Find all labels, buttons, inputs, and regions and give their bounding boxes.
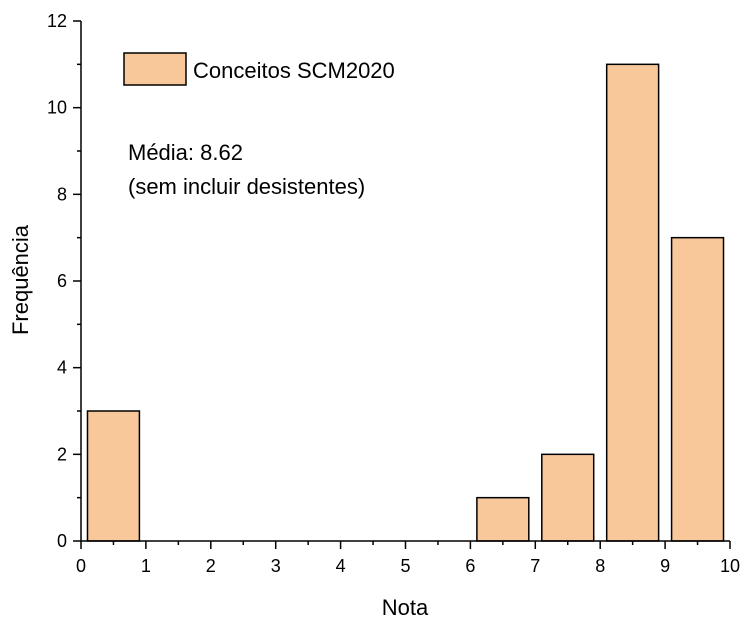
y-ticks-group: 0 2 4 6 8 10 12 bbox=[47, 11, 81, 551]
bar-6-7 bbox=[476, 496, 530, 542]
x-axis-label: Nota bbox=[382, 595, 429, 620]
bar-7-8 bbox=[541, 453, 595, 542]
legend: Conceitos SCM2020 bbox=[123, 52, 395, 86]
y-tick-label: 6 bbox=[57, 271, 67, 291]
y-axis-label: Frequência bbox=[8, 224, 33, 335]
legend-label: Conceitos SCM2020 bbox=[193, 58, 395, 83]
legend-swatch bbox=[123, 52, 187, 86]
y-tick-label: 0 bbox=[57, 531, 67, 551]
x-tick-label: 4 bbox=[336, 556, 346, 576]
bar-9-10 bbox=[670, 236, 725, 542]
y-tick-label: 4 bbox=[57, 358, 67, 378]
x-tick-label: 7 bbox=[530, 556, 540, 576]
x-tick-label: 5 bbox=[400, 556, 410, 576]
x-tick-label: 9 bbox=[660, 556, 670, 576]
x-tick-label: 10 bbox=[720, 556, 740, 576]
bar-0-1 bbox=[86, 410, 141, 542]
y-tick-label: 8 bbox=[57, 184, 67, 204]
bar-8-9 bbox=[605, 63, 660, 542]
annotation-mean: Média: 8.62 bbox=[128, 140, 243, 165]
x-tick-label: 3 bbox=[271, 556, 281, 576]
y-tick-label: 10 bbox=[47, 98, 67, 118]
x-tick-label: 6 bbox=[465, 556, 475, 576]
x-tick-label: 1 bbox=[141, 556, 151, 576]
x-tick-label: 8 bbox=[595, 556, 605, 576]
x-tick-label: 2 bbox=[206, 556, 216, 576]
x-ticks-group: 0 1 2 3 4 5 6 7 8 9 10 bbox=[76, 541, 740, 576]
y-tick-label: 12 bbox=[47, 11, 67, 31]
bars-group bbox=[86, 63, 725, 542]
y-tick-label: 2 bbox=[57, 444, 67, 464]
x-tick-label: 0 bbox=[76, 556, 86, 576]
annotation-note: (sem incluir desistentes) bbox=[128, 174, 365, 199]
